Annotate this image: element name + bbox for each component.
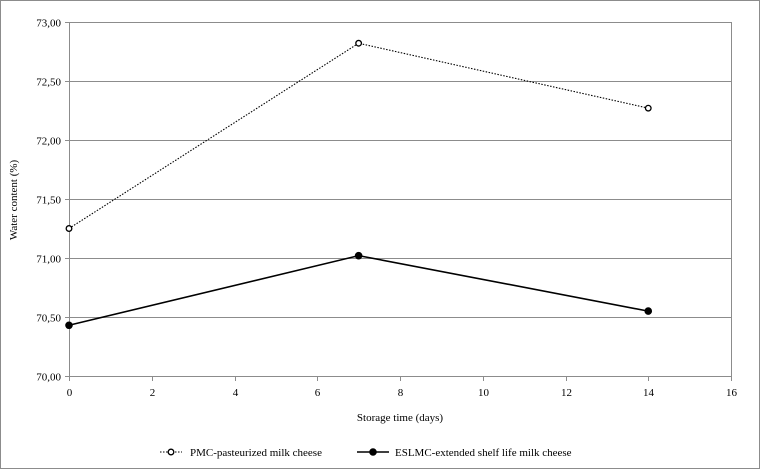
x-axis-ticks: 0 2 4 6 8 10 12 14 16 (67, 376, 738, 399)
legend-label: ESLMC-extended shelf life milk cheese (395, 447, 572, 459)
x-tick-label: 12 (561, 387, 572, 399)
gridlines (69, 22, 731, 377)
y-tick-label: 70,00 (36, 372, 61, 384)
x-tick-label: 14 (643, 387, 655, 399)
data-point (644, 104, 652, 112)
x-tick-label: 10 (478, 387, 490, 399)
y-tick-label: 71,00 (36, 254, 61, 266)
x-tick-label: 2 (150, 387, 156, 399)
y-tick-label: 72,50 (36, 77, 61, 89)
data-point (65, 321, 73, 330)
legend-label: PMC-pasteurized milk cheese (190, 447, 322, 459)
y-tick-label: 73,00 (36, 18, 61, 30)
series-line (68, 42, 649, 229)
series-1 (65, 39, 652, 232)
legend-swatch-marker (369, 448, 377, 456)
legend-item-1: PMC-pasteurized milk cheese (160, 447, 322, 459)
data-point (644, 307, 653, 315)
x-tick-label: 0 (67, 387, 73, 399)
x-tick-label: 16 (726, 387, 738, 399)
legend: PMC-pasteurized milk cheese ESLMC-extende… (160, 447, 572, 459)
series-group (65, 39, 653, 330)
data-point (355, 39, 363, 47)
x-tick-label: 4 (233, 387, 239, 399)
legend-swatch-marker (167, 448, 175, 456)
legend-item-2: ESLMC-extended shelf life milk cheese (357, 447, 572, 459)
data-point (354, 251, 363, 260)
x-tick-label: 6 (315, 387, 321, 399)
y-tick-label: 71,50 (36, 195, 61, 207)
data-point (65, 225, 73, 232)
x-axis-title: Storage time (days) (357, 412, 443, 424)
y-tick-label: 72,00 (36, 136, 61, 148)
y-axis-title: Water content (%) (8, 159, 20, 240)
y-axis-ticks: 70,00 70,50 71,00 71,50 72,00 72,50 73,00 (36, 18, 69, 384)
series-line (68, 254, 649, 327)
series-2 (65, 251, 653, 330)
y-tick-label: 70,50 (36, 313, 61, 325)
x-tick-label: 8 (398, 387, 404, 399)
